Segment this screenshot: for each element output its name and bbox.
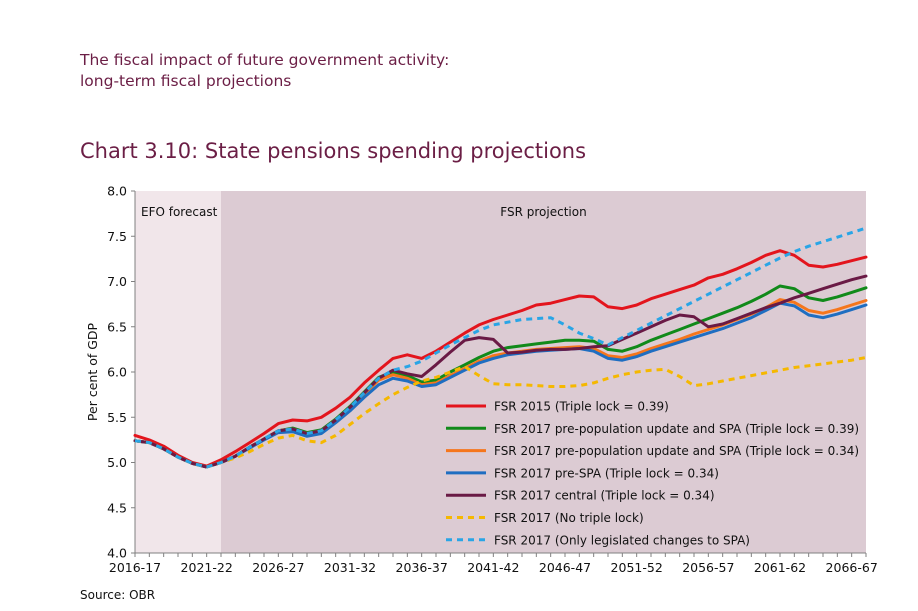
legend-entry: FSR 2017 pre-population update and SPA (…	[494, 444, 859, 458]
report-header: The fiscal impact of future government a…	[80, 50, 449, 92]
y-tick-label: 6.5	[107, 319, 127, 334]
y-tick-label: 4.5	[107, 500, 127, 515]
y-tick-label: 7.5	[107, 229, 127, 244]
legend-entry: FSR 2017 (No triple lock)	[494, 511, 644, 525]
y-tick-label: 8.0	[107, 184, 127, 199]
legend-entry: FSR 2017 central (Triple lock = 0.34)	[494, 489, 715, 503]
region-efo-forecast	[135, 191, 221, 553]
legend-entry: FSR 2017 pre-population update and SPA (…	[494, 422, 859, 436]
chart-title: Chart 3.10: State pensions spending proj…	[80, 139, 587, 163]
x-tick-label: 2051-52	[611, 560, 663, 575]
region-label: EFO forecast	[141, 205, 218, 219]
y-tick-label: 5.5	[107, 410, 127, 425]
x-tick-label: 2021-22	[181, 560, 233, 575]
y-axis-label: Per cent of GDP	[85, 322, 100, 421]
x-tick-label: 2016-17	[109, 560, 161, 575]
series-line-7	[134, 226, 867, 469]
x-tick-label: 2031-32	[324, 560, 376, 575]
header-line-1: The fiscal impact of future government a…	[80, 51, 450, 69]
region-fsr-projection	[221, 191, 866, 553]
x-tick-label: 2036-37	[396, 560, 448, 575]
region-label: FSR projection	[500, 205, 586, 219]
y-tick-label: 7.0	[107, 274, 127, 289]
series-line-1	[133, 249, 868, 468]
x-tick-label: 2041-42	[467, 560, 519, 575]
x-tick-label: 2026-27	[252, 560, 304, 575]
x-tick-label: 2061-62	[754, 560, 806, 575]
legend-entry: FSR 2017 pre-SPA (Triple lock = 0.34)	[494, 466, 719, 480]
header-line-2: long-term fiscal projections	[80, 72, 292, 90]
legend-entry: FSR 2017 (Only legislated changes to SPA…	[494, 533, 750, 547]
x-tick-label: 2056-57	[682, 560, 734, 575]
legend-entry: FSR 2015 (Triple lock = 0.39)	[494, 400, 669, 414]
series-line-6	[134, 356, 867, 469]
source-note: Source: OBR	[80, 588, 156, 602]
y-tick-label: 5.0	[107, 455, 127, 470]
x-tick-label: 2046-47	[539, 560, 591, 575]
x-tick-label: 2066-67	[826, 560, 878, 575]
y-tick-label: 6.0	[107, 365, 127, 380]
y-tick-label: 4.0	[107, 546, 127, 561]
